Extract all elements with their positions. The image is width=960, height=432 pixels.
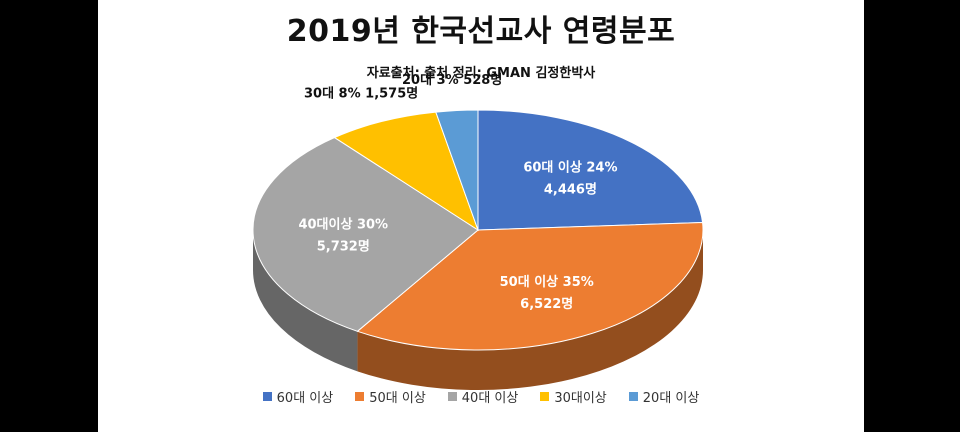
pie-slice-40대이상 [252,136,479,332]
legend-item: 30대이상 [540,387,607,406]
pie-slice-20대이상 [435,109,479,231]
legend-swatch [540,392,550,401]
pie-chart: 60대 이상 24% 4,446명 50대 이상 35% 6,522명 40대이상 30… [252,72,704,390]
legend-item: 20대 이상 [628,387,700,406]
chart-subtitle: 자료출처: 출처 정리: GMAN 김정한박사 [366,66,596,81]
slice-label: 40대이상 30% [298,217,388,233]
slide: 2019년 한국선교사 연령분포 자료출처: 출처 정리: GMAN 김정한박사… [98,0,864,432]
slice-count-label: 6,522명 [520,296,573,312]
legend-item: 60대 이상 [262,387,334,406]
pie-top [252,109,704,351]
chart-legend: 60대 이상 50대 이상 40대 이상 30대이상 20대 이상 [98,387,864,406]
pie-sides [253,230,703,390]
legend-swatch [355,392,365,401]
slice-label: 50대 이상 35% [500,274,594,290]
legend-item: 50대 이상 [355,387,426,406]
chart-title: 2019년 한국선교사 연령분포 [286,14,676,49]
slice-label: 20대 3% 528명 [402,72,502,88]
legend-swatch [447,392,457,401]
slice-labels: 60대 이상 24% 4,446명 50대 이상 35% 6,522명 40대이상 30… [298,72,617,312]
pie-side-50대이상 [357,230,703,390]
pie-slice-30대이상 [333,111,479,232]
legend-swatch [628,392,638,401]
legend-label: 40대 이상 [461,391,519,406]
legend-label: 30대이상 [554,391,607,406]
slice-label: 30대 8% 1,575명 [304,86,418,102]
slice-count-label: 4,446명 [544,182,597,198]
legend-label: 50대 이상 [369,391,426,406]
slice-count-label: 5,732명 [317,239,370,255]
pie-slice-60대이상 [477,109,704,231]
pie-slice-50대이상 [356,221,704,351]
legend-swatch [262,392,272,401]
slice-label: 60대 이상 24% [523,160,617,176]
pie-side-40대이상 [253,230,358,372]
legend-label: 20대 이상 [642,391,700,406]
legend-item: 40대 이상 [447,387,519,406]
legend-label: 60대 이상 [276,391,334,406]
